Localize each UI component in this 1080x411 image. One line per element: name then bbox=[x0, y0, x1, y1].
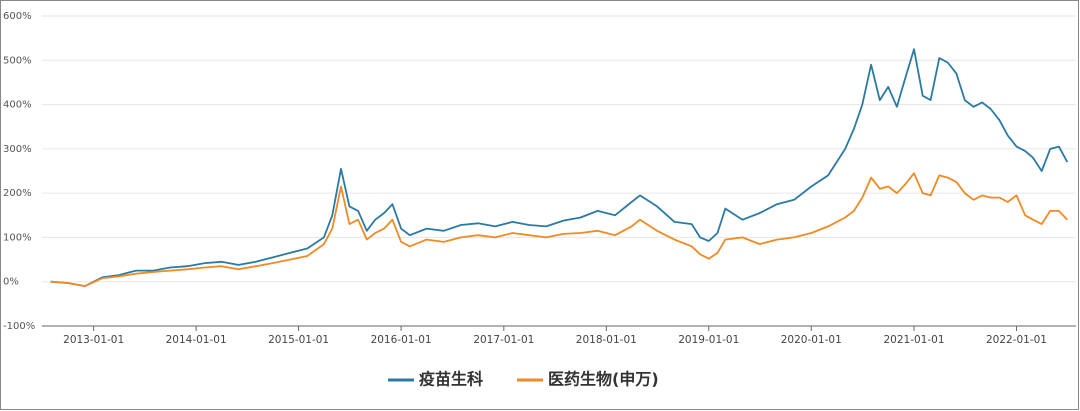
x-tick-label: 2022-01-01 bbox=[986, 334, 1047, 346]
legend-label: 医药生物(申万) bbox=[548, 370, 659, 389]
y-tick-label: 200% bbox=[3, 188, 32, 199]
x-tick-label: 2015-01-01 bbox=[268, 334, 329, 346]
x-tick-label: 2014-01-01 bbox=[166, 334, 227, 346]
series-line bbox=[50, 172, 1068, 287]
y-tick-label: 0% bbox=[3, 277, 19, 288]
x-tick-label: 2017-01-01 bbox=[473, 334, 534, 346]
x-tick-label: 2018-01-01 bbox=[576, 334, 637, 346]
y-tick-label: 600% bbox=[3, 11, 32, 22]
y-tick-label: 400% bbox=[3, 100, 32, 111]
x-tick-label: 2013-01-01 bbox=[63, 334, 124, 346]
y-tick-label: 100% bbox=[3, 232, 32, 243]
x-tick-label: 2021-01-01 bbox=[883, 334, 944, 346]
legend-label: 疫苗生科 bbox=[419, 370, 483, 389]
y-tick-label: 500% bbox=[3, 55, 32, 66]
x-tick-label: 2019-01-01 bbox=[678, 334, 739, 346]
x-tick-label: 2016-01-01 bbox=[371, 334, 432, 346]
y-tick-label: -100% bbox=[3, 321, 35, 332]
series-line bbox=[50, 48, 1069, 287]
x-tick-label: 2020-01-01 bbox=[781, 334, 842, 346]
y-tick-label: 300% bbox=[3, 144, 32, 155]
